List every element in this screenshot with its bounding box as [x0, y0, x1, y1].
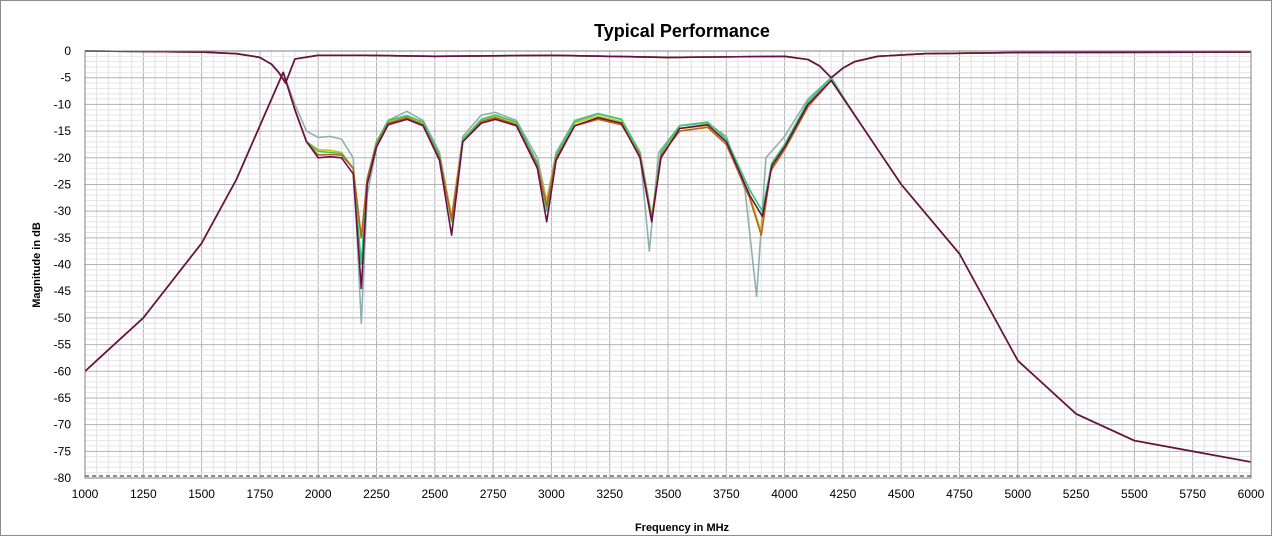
y-tick-label-5: -25 — [54, 177, 72, 191]
y-tick-label-13: -65 — [54, 391, 72, 405]
y-tick-label-4: -20 — [54, 151, 72, 165]
y-tick-label-10: -50 — [54, 311, 72, 325]
y-tick-label-15: -75 — [54, 444, 72, 458]
plot-area — [84, 50, 1252, 477]
x-tick-label-19: 5750 — [1179, 487, 1206, 501]
x-tick-label-11: 3750 — [713, 487, 740, 501]
x-tick-label-4: 2000 — [305, 487, 332, 501]
x-tick-label-17: 5250 — [1063, 487, 1090, 501]
x-tick-label-12: 4000 — [771, 487, 798, 501]
series-2-return-loss-line — [84, 71, 1252, 463]
tick-labels: 1000 1250 1500 1750 2000 2250 2500 2750 3000 3250… — [54, 44, 1265, 501]
x-tick-label-13: 4250 — [830, 487, 857, 501]
x-tick-label-1: 1250 — [130, 487, 157, 501]
x-tick-label-15: 4750 — [946, 487, 973, 501]
y-tick-label-16: -80 — [54, 471, 72, 485]
x-tick-label-3: 1750 — [247, 487, 274, 501]
x-tick-label-10: 3500 — [655, 487, 682, 501]
y-tick-label-12: -60 — [54, 364, 72, 378]
series-4-return-loss-line — [84, 71, 1252, 463]
y-tick-label-3: -15 — [54, 124, 72, 138]
x-tick-label-2: 1500 — [188, 487, 215, 501]
x-tick-label-20: 6000 — [1238, 487, 1265, 501]
series-4-insertion-loss-line — [84, 50, 1252, 84]
y-tick-label-8: -40 — [54, 258, 72, 272]
x-tick-label-16: 5000 — [1004, 487, 1031, 501]
y-tick-label-7: -35 — [54, 231, 72, 245]
y-tick-label-9: -45 — [54, 284, 72, 298]
y-tick-label-1: -5 — [60, 71, 71, 85]
y-axis-title: Magnitude in dB — [31, 222, 43, 308]
y-tick-label-11: -55 — [54, 338, 72, 352]
x-tick-label-18: 5500 — [1121, 487, 1148, 501]
x-tick-label-5: 2250 — [363, 487, 390, 501]
chart-title: Typical Performance — [594, 21, 770, 41]
y-tick-label-2: -10 — [54, 97, 72, 111]
y-tick-label-6: -30 — [54, 204, 72, 218]
x-tick-label-8: 3000 — [538, 487, 565, 501]
x-tick-label-9: 3250 — [596, 487, 623, 501]
plot-area-border — [84, 50, 1252, 479]
x-tick-label-7: 2750 — [480, 487, 507, 501]
x-tick-label-14: 4500 — [888, 487, 915, 501]
x-tick-label-6: 2500 — [421, 487, 448, 501]
y-tick-label-0: 0 — [64, 44, 71, 58]
y-tick-label-14: -70 — [54, 418, 72, 432]
x-tick-label-0: 1000 — [72, 487, 99, 501]
x-axis-title: Frequency in MHz — [635, 522, 730, 534]
